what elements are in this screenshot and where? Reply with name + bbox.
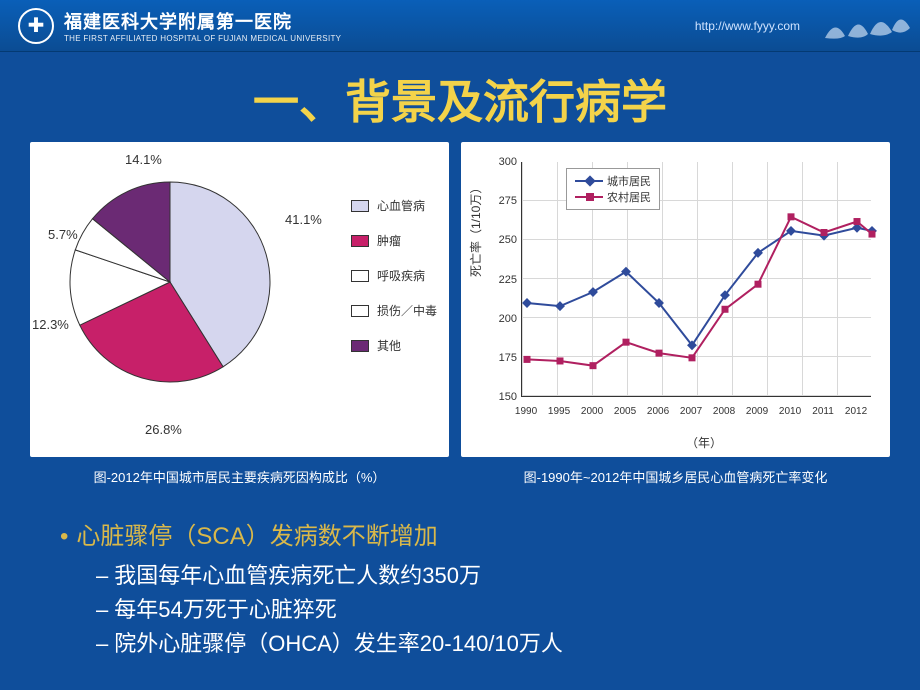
pie-legend-item: 呼吸疾病 bbox=[351, 267, 437, 284]
line-chart-panel: 死亡率（1/10万） （年） 城市居民 农村居民 150 175 200 225 250… bbox=[461, 142, 890, 457]
x-tick: 2010 bbox=[779, 406, 801, 417]
x-tick: 2000 bbox=[581, 406, 603, 417]
pie-value-1: 26.8% bbox=[145, 422, 182, 437]
bullet-level1: •心脏骤停（SCA）发病数不断增加 bbox=[60, 516, 860, 551]
y-tick: 275 bbox=[495, 195, 517, 207]
charts-row: 41.1% 26.8% 12.3% 5.7% 14.1% 心血管病 肿瘤 呼吸疾… bbox=[0, 142, 920, 457]
pie-legend-label: 呼吸疾病 bbox=[377, 267, 425, 284]
line-legend: 城市居民 农村居民 bbox=[566, 168, 660, 210]
diamond-marker-icon bbox=[575, 175, 603, 187]
y-tick: 200 bbox=[495, 313, 517, 325]
y-tick: 175 bbox=[495, 352, 517, 364]
x-tick: 2005 bbox=[614, 406, 636, 417]
pie-chart bbox=[60, 172, 280, 392]
x-tick: 2011 bbox=[812, 406, 834, 417]
line-legend-label: 城市居民 bbox=[607, 173, 651, 189]
site-url: http://www.fyyy.com bbox=[695, 19, 800, 33]
bullet-level2-text: 每年54万死于心脏猝死 bbox=[114, 597, 336, 622]
y-tick: 300 bbox=[495, 156, 517, 168]
pie-legend-item: 肿瘤 bbox=[351, 232, 437, 249]
org-name-block: 福建医科大学附属第一医院 THE FIRST AFFILIATED HOSPIT… bbox=[64, 8, 341, 43]
y-tick: 150 bbox=[495, 391, 517, 403]
x-tick: 2007 bbox=[680, 406, 702, 417]
pie-caption: 图-2012年中国城市居民主要疾病死因构成比（%） bbox=[30, 467, 449, 486]
x-tick: 2008 bbox=[713, 406, 735, 417]
bullet-level2: –院外心脏骤停（OHCA）发生率20-140/10万人 bbox=[96, 627, 860, 661]
pie-legend-item: 心血管病 bbox=[351, 197, 437, 214]
page-title: 一、背景及流行病学 bbox=[0, 52, 920, 142]
bullet-level1-text: 心脏骤停（SCA）发病数不断增加 bbox=[76, 523, 437, 550]
pie-legend-label: 损伤／中毒 bbox=[377, 302, 437, 319]
captions-row: 图-2012年中国城市居民主要疾病死因构成比（%） 图-1990年~2012年中… bbox=[0, 457, 920, 486]
pie-legend-label: 心血管病 bbox=[377, 197, 425, 214]
line-legend-item: 城市居民 bbox=[575, 173, 651, 189]
pie-legend-item: 其他 bbox=[351, 337, 437, 354]
pie-value-0: 41.1% bbox=[285, 212, 322, 227]
bullet-level2-text: 院外心脏骤停（OHCA）发生率20-140/10万人 bbox=[114, 631, 563, 656]
pie-value-4: 14.1% bbox=[125, 152, 162, 167]
org-name-cn: 福建医科大学附属第一医院 bbox=[64, 8, 341, 34]
x-axis-label: （年） bbox=[686, 434, 722, 451]
bullet-level2: –我国每年心血管疾病死亡人数约350万 bbox=[96, 559, 860, 593]
bullet-list: •心脏骤停（SCA）发病数不断增加 –我国每年心血管疾病死亡人数约350万 –每… bbox=[0, 486, 920, 661]
y-tick: 225 bbox=[495, 274, 517, 286]
x-tick: 2012 bbox=[845, 406, 867, 417]
org-logo-icon: ✚ bbox=[18, 8, 54, 44]
line-caption: 图-1990年~2012年中国城乡居民心血管病死亡率变化 bbox=[461, 467, 890, 486]
pie-legend-label: 其他 bbox=[377, 337, 401, 354]
pie-legend-label: 肿瘤 bbox=[377, 232, 401, 249]
x-tick: 1995 bbox=[548, 406, 570, 417]
header-bar: ✚ 福建医科大学附属第一医院 THE FIRST AFFILIATED HOSP… bbox=[0, 0, 920, 52]
pie-legend-item: 损伤／中毒 bbox=[351, 302, 437, 319]
square-marker-icon bbox=[575, 191, 603, 203]
pie-legend: 心血管病 肿瘤 呼吸疾病 损伤／中毒 其他 bbox=[351, 197, 437, 372]
org-name-en: THE FIRST AFFILIATED HOSPITAL OF FUJIAN … bbox=[64, 34, 341, 43]
line-legend-label: 农村居民 bbox=[607, 189, 651, 205]
pie-chart-panel: 41.1% 26.8% 12.3% 5.7% 14.1% 心血管病 肿瘤 呼吸疾… bbox=[30, 142, 449, 457]
bullet-level2: –每年54万死于心脏猝死 bbox=[96, 593, 860, 627]
pie-value-2: 12.3% bbox=[32, 317, 69, 332]
pie-value-3: 5.7% bbox=[48, 227, 78, 242]
leaf-decoration-icon bbox=[820, 8, 910, 44]
x-tick: 1990 bbox=[515, 406, 537, 417]
bullet-level2-text: 我国每年心血管疾病死亡人数约350万 bbox=[114, 563, 481, 588]
x-tick: 2009 bbox=[746, 406, 768, 417]
line-legend-item: 农村居民 bbox=[575, 189, 651, 205]
y-axis-label: 死亡率（1/10万） bbox=[467, 182, 484, 277]
y-tick: 250 bbox=[495, 234, 517, 246]
x-tick: 2006 bbox=[647, 406, 669, 417]
